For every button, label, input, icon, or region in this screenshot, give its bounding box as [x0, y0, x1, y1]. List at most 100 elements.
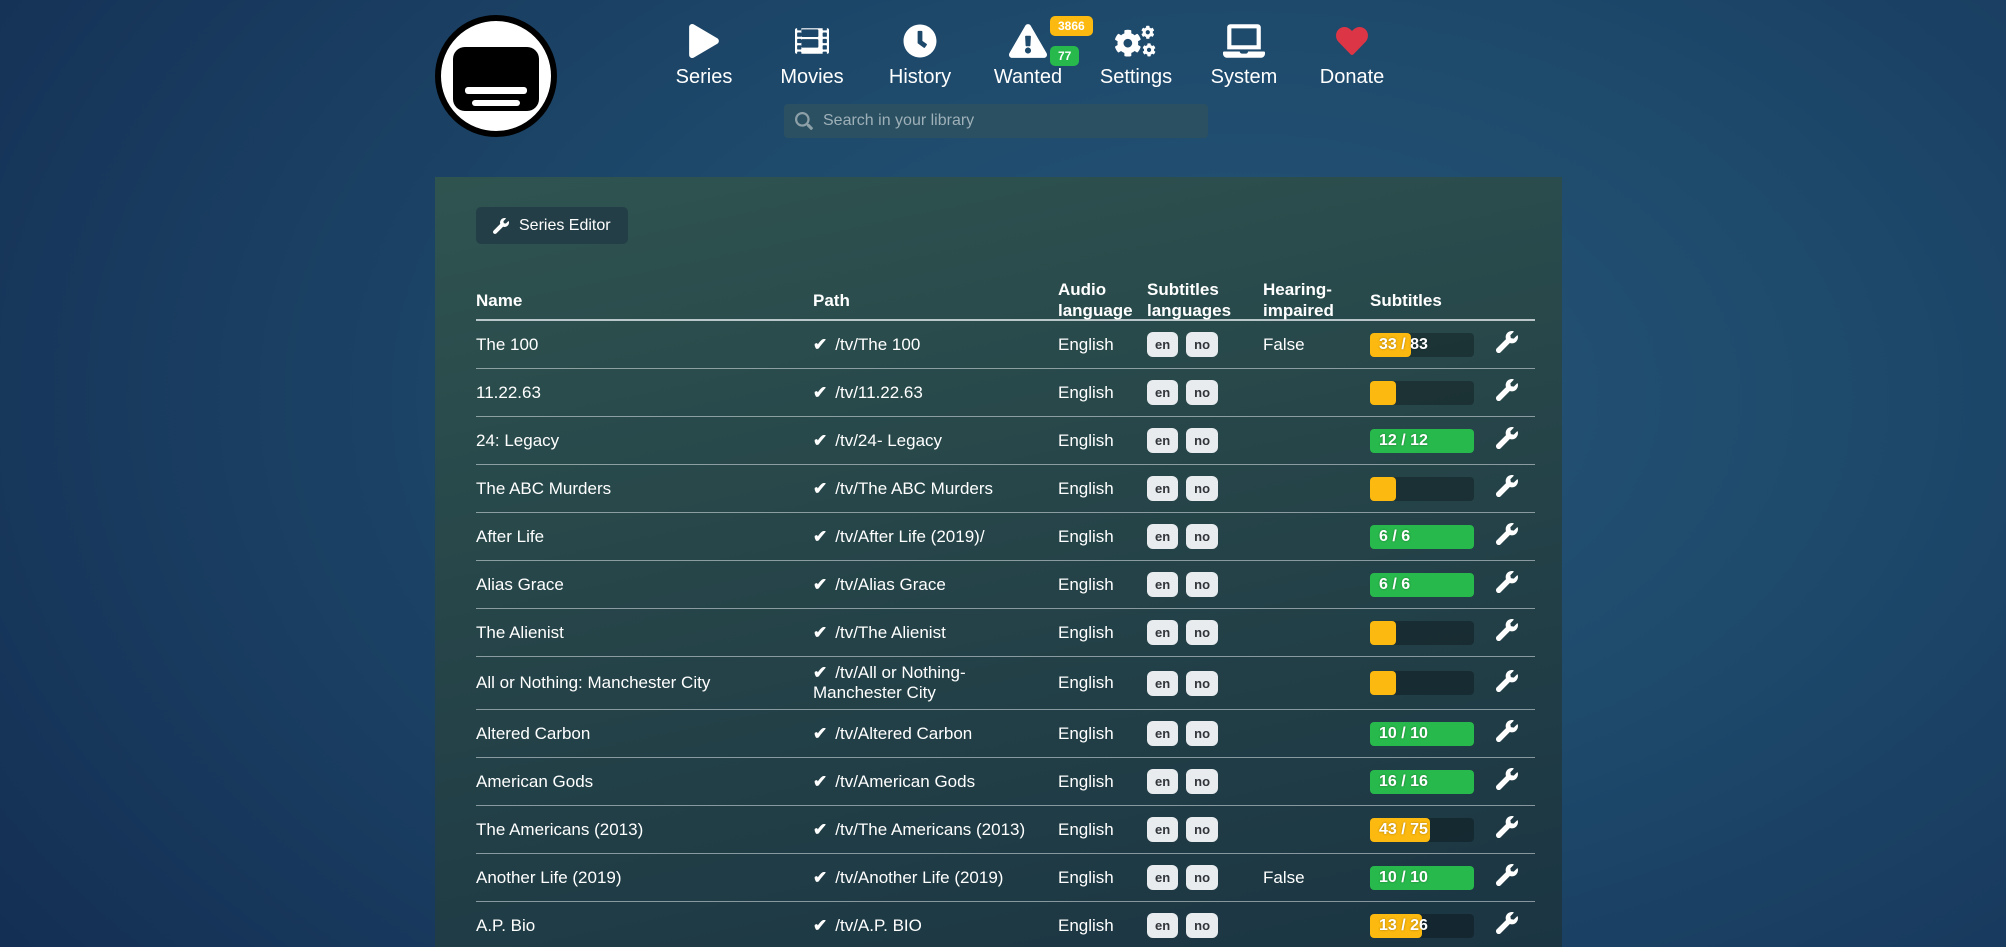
- hearing-impaired-value: [1263, 483, 1370, 495]
- subtitles-cell: 33 / 83: [1370, 327, 1486, 363]
- main-nav: Series Movies History Wanted 3866 77 Settings S…: [650, 16, 1406, 90]
- subtitles-languages: en no: [1147, 763, 1263, 800]
- path-text: /tv/The Americans (2013): [835, 819, 1026, 839]
- nav-item-system[interactable]: System: [1190, 18, 1298, 90]
- edit-series-button[interactable]: [1486, 810, 1535, 849]
- subtitles-cell: 16 / 16: [1370, 764, 1486, 800]
- check-icon: ✔: [813, 382, 828, 402]
- subtitles-languages: en no: [1147, 614, 1263, 651]
- series-path: ✔ /tv/The Alienist: [813, 617, 1058, 649]
- path-text: /tv/The ABC Murders: [835, 478, 994, 498]
- table-row: The ABC Murders ✔ /tv/The ABC Murders Engli…: [476, 465, 1535, 513]
- series-table: Name Path Audio language Subtitles langu…: [476, 273, 1535, 947]
- path-text: /tv/A.P. BIO: [835, 915, 922, 935]
- progress-fill: [1370, 913, 1422, 938]
- nav-item-history[interactable]: History: [866, 18, 974, 90]
- header-subtitles-languages: Subtitles languages: [1147, 280, 1232, 321]
- wrench-icon: [1495, 379, 1518, 405]
- language-badge: no: [1186, 380, 1219, 405]
- series-path: ✔ /tv/Alias Grace: [813, 569, 1058, 601]
- path-text: /tv/The 100: [835, 334, 921, 354]
- edit-series-button[interactable]: [1486, 373, 1535, 412]
- edit-series-button[interactable]: [1486, 762, 1535, 801]
- progress-fill: [1370, 769, 1474, 794]
- wanted-count-badge-warning: 3866: [1050, 16, 1093, 36]
- language-badge: en: [1147, 620, 1179, 645]
- subtitles-languages: en no: [1147, 715, 1263, 752]
- audio-language: English: [1058, 574, 1114, 594]
- path-text: /tv/Alias Grace: [835, 574, 946, 594]
- hearing-impaired-value: [1263, 387, 1370, 399]
- progress-label: 6 / 6: [1379, 575, 1411, 593]
- progress-label: 16 / 16: [1379, 772, 1428, 790]
- subtitles-languages: en no: [1147, 470, 1263, 507]
- table-row: After Life ✔ /tv/After Life (2019)/ English…: [476, 513, 1535, 561]
- progress-fill: [1370, 865, 1474, 890]
- series-path: ✔/tv/All or Nothing- Manchester City: [813, 657, 1058, 709]
- wrench-icon: [1495, 864, 1518, 890]
- progress-fill: [1370, 572, 1474, 597]
- series-path: ✔ /tv/Altered Carbon: [813, 718, 1058, 750]
- check-icon: ✔: [813, 622, 828, 642]
- nav-label: Settings: [1099, 66, 1173, 88]
- series-name: The 100: [476, 334, 539, 354]
- subtitles-progress-bar: [1370, 380, 1474, 405]
- language-badge: en: [1147, 769, 1179, 794]
- series-name: The ABC Murders: [476, 478, 612, 498]
- subtitles-cell: [1370, 615, 1486, 651]
- audio-language: English: [1058, 478, 1114, 498]
- edit-series-button[interactable]: [1486, 325, 1535, 364]
- progress-label: 43 / 75: [1379, 820, 1428, 838]
- edit-series-button[interactable]: [1486, 664, 1535, 703]
- table-body: The 100 ✔/tv/The 100 English en no False 33 / …: [476, 321, 1535, 947]
- path-text: /tv/The Alienist: [835, 622, 946, 642]
- series-name: Alias Grace: [476, 574, 564, 594]
- edit-series-button[interactable]: [1486, 469, 1535, 508]
- language-badge: en: [1147, 476, 1179, 501]
- nav-item-settings[interactable]: Settings: [1082, 18, 1190, 90]
- subtitles-languages: en no: [1147, 326, 1263, 363]
- path-text: /tv/24- Legacy: [835, 430, 943, 450]
- language-badge: no: [1186, 865, 1219, 890]
- subtitles-cell: 43 / 75: [1370, 812, 1486, 848]
- search-input[interactable]: [823, 112, 1197, 130]
- wrench-icon: [1495, 523, 1518, 549]
- series-name: 24: Legacy: [476, 430, 560, 450]
- wrench-icon: [1495, 720, 1518, 746]
- edit-series-button[interactable]: [1486, 613, 1535, 652]
- nav-item-series[interactable]: Series: [650, 18, 758, 90]
- check-icon: ✔: [813, 430, 828, 450]
- edit-series-button[interactable]: [1486, 565, 1535, 604]
- header-hearing-impaired: Hearing-impaired: [1263, 280, 1334, 321]
- subtitles-cell: [1370, 375, 1486, 411]
- language-badge: no: [1186, 817, 1219, 842]
- edit-series-button[interactable]: [1486, 906, 1535, 945]
- subtitles-cell: 6 / 6: [1370, 519, 1486, 555]
- audio-language: English: [1058, 771, 1114, 791]
- nav-item-wanted[interactable]: Wanted 3866 77: [974, 16, 1093, 90]
- check-icon: ✔: [813, 478, 828, 498]
- progress-fill: [1370, 476, 1396, 501]
- edit-series-button[interactable]: [1486, 714, 1535, 753]
- header-actions: [1486, 294, 1535, 306]
- check-icon: ✔: [813, 526, 828, 546]
- wrench-icon: [1495, 768, 1518, 794]
- progress-fill: [1370, 721, 1474, 746]
- bazarr-logo[interactable]: [435, 15, 557, 137]
- nav-item-movies[interactable]: Movies: [758, 18, 866, 90]
- series-name: A.P. Bio: [476, 915, 536, 935]
- search-bar[interactable]: [784, 104, 1208, 138]
- audio-language: English: [1058, 915, 1114, 935]
- series-path: ✔ /tv/After Life (2019)/: [813, 521, 1058, 553]
- edit-series-button[interactable]: [1486, 421, 1535, 460]
- path-text: /tv/All or Nothing- Manchester City: [813, 663, 966, 702]
- header-path: Path: [813, 290, 850, 310]
- nav-label: Donate: [1319, 66, 1385, 88]
- series-editor-label: Series Editor: [519, 216, 611, 234]
- nav-item-donate[interactable]: Donate: [1298, 18, 1406, 90]
- edit-series-button[interactable]: [1486, 858, 1535, 897]
- header-audio-language: Audio language: [1058, 280, 1133, 321]
- series-editor-button[interactable]: Series Editor: [476, 207, 628, 244]
- table-row: All or Nothing: Manchester City ✔/tv/All …: [476, 657, 1535, 710]
- edit-series-button[interactable]: [1486, 517, 1535, 556]
